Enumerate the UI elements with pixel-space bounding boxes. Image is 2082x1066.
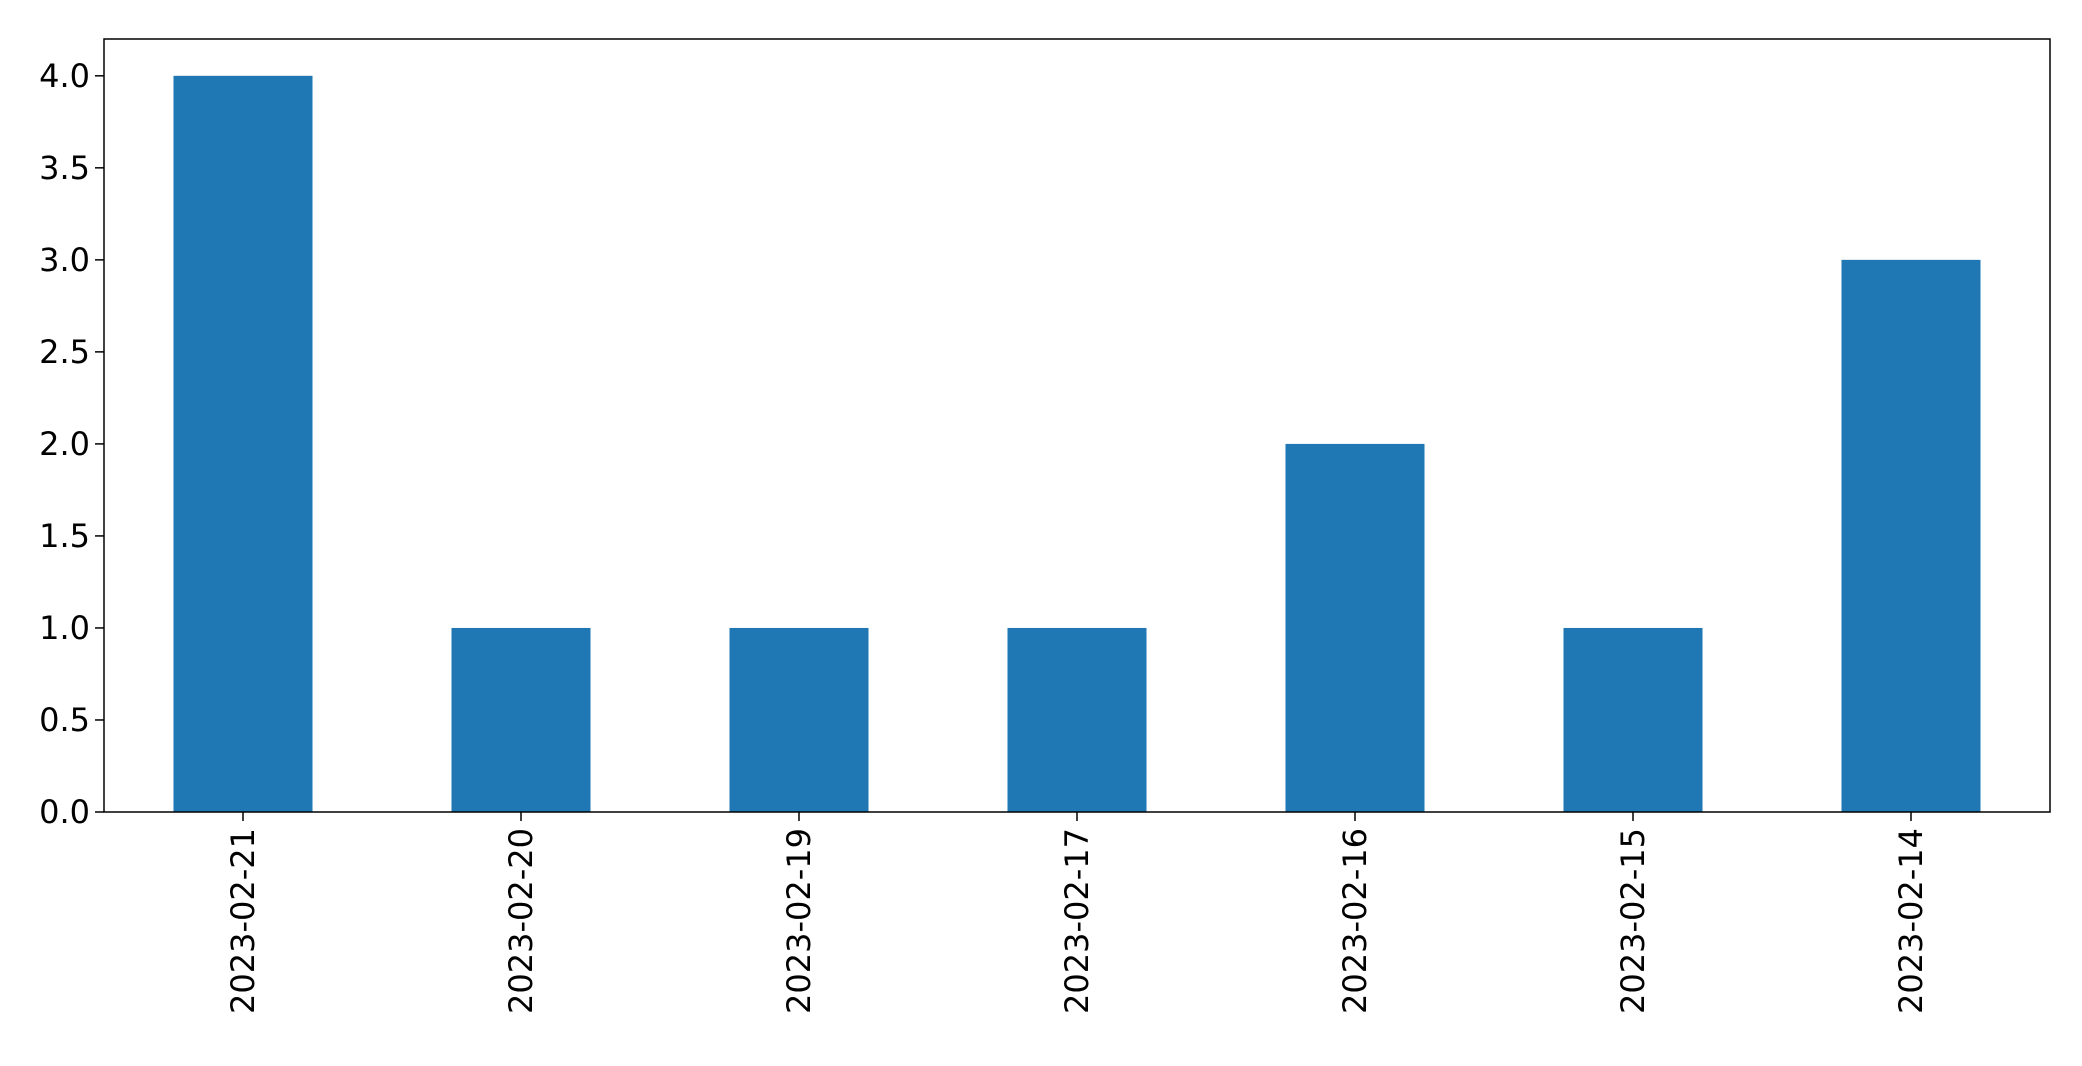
bar-2023-02-20 [451, 627, 591, 812]
x-tick-label: 2023-02-20 [502, 828, 540, 1014]
y-tick-label: 2.5 [39, 333, 90, 371]
y-tick-label: 3.0 [39, 241, 90, 279]
y-tick-label: 2.0 [39, 425, 90, 463]
x-tick-label: 2023-02-14 [1892, 828, 1930, 1014]
y-tick-label: 4.0 [39, 57, 90, 95]
x-tick-label: 2023-02-21 [224, 828, 262, 1014]
y-tick-label: 1.0 [39, 609, 90, 647]
y-tick-label: 1.5 [39, 517, 90, 555]
bar-2023-02-16 [1285, 443, 1425, 812]
bars-layer [173, 75, 1981, 813]
x-tick-label: 2023-02-17 [1058, 828, 1096, 1014]
bar-2023-02-19 [729, 627, 869, 812]
x-tick-label: 2023-02-15 [1614, 828, 1652, 1014]
bar-2023-02-15 [1563, 627, 1703, 812]
plot-frame [103, 38, 2051, 813]
y-tick-label: 0.0 [39, 793, 90, 831]
bar-2023-02-17 [1007, 627, 1147, 812]
y-tick-label: 0.5 [39, 701, 90, 739]
x-tick-label: 2023-02-19 [780, 828, 818, 1014]
bar-2023-02-21 [173, 75, 313, 813]
y-axis: 0.0 0.5 1.0 1.5 2.0 2.5 3.0 3.5 4.0 [39, 57, 104, 831]
x-tick-label: 2023-02-16 [1336, 828, 1374, 1014]
bar-2023-02-14 [1841, 259, 1981, 812]
x-axis: 2023-02-21 2023-02-20 2023-02-19 2023-02-17… [224, 812, 1930, 1014]
y-tick-label: 3.5 [39, 149, 90, 187]
